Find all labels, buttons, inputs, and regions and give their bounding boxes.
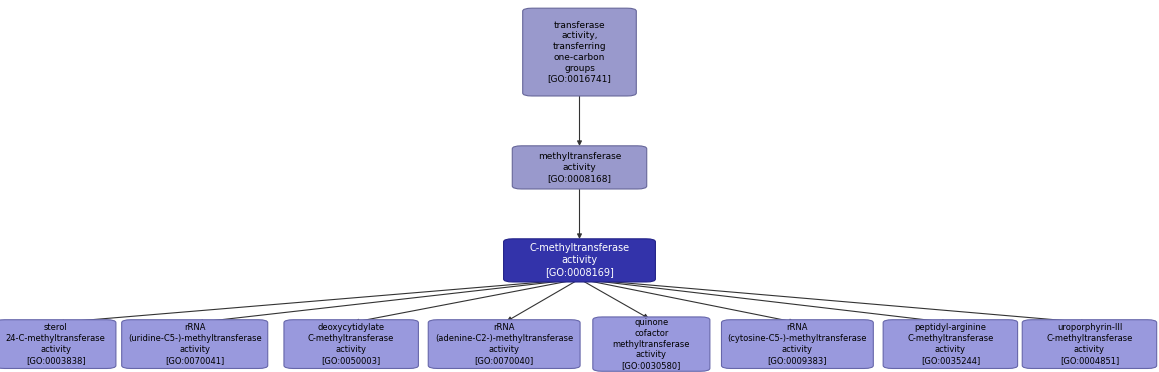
Text: rRNA
(uridine-C5-)-methyltransferase
activity
[GO:0070041]: rRNA (uridine-C5-)-methyltransferase act… [127, 324, 262, 365]
Text: transferase
activity,
transferring
one-carbon
groups
[GO:0016741]: transferase activity, transferring one-c… [547, 21, 612, 83]
Text: quinone
cofactor
methyltransferase
activity
[GO:0030580]: quinone cofactor methyltransferase activ… [613, 318, 690, 370]
FancyBboxPatch shape [1022, 320, 1157, 368]
FancyBboxPatch shape [284, 320, 418, 368]
FancyBboxPatch shape [593, 317, 709, 371]
Text: sterol
24-C-methyltransferase
activity
[GO:0003838]: sterol 24-C-methyltransferase activity [… [6, 324, 105, 365]
Text: methyltransferase
activity
[GO:0008168]: methyltransferase activity [GO:0008168] [538, 152, 621, 183]
FancyBboxPatch shape [0, 320, 116, 368]
FancyBboxPatch shape [883, 320, 1018, 368]
Text: uroporphyrin-III
C-methyltransferase
activity
[GO:0004851]: uroporphyrin-III C-methyltransferase act… [1047, 324, 1132, 365]
FancyBboxPatch shape [512, 146, 647, 189]
Text: peptidyl-arginine
C-methyltransferase
activity
[GO:0035244]: peptidyl-arginine C-methyltransferase ac… [907, 324, 993, 365]
FancyBboxPatch shape [429, 320, 580, 368]
FancyBboxPatch shape [523, 8, 636, 96]
Text: rRNA
(cytosine-C5-)-methyltransferase
activity
[GO:0009383]: rRNA (cytosine-C5-)-methyltransferase ac… [728, 324, 867, 365]
Text: rRNA
(adenine-C2-)-methyltransferase
activity
[GO:0070040]: rRNA (adenine-C2-)-methyltransferase act… [435, 324, 574, 365]
Text: deoxycytidylate
C-methyltransferase
activity
[GO:0050003]: deoxycytidylate C-methyltransferase acti… [308, 324, 394, 365]
Text: C-methyltransferase
activity
[GO:0008169]: C-methyltransferase activity [GO:0008169… [530, 243, 629, 278]
FancyBboxPatch shape [504, 239, 656, 282]
FancyBboxPatch shape [721, 320, 874, 368]
FancyBboxPatch shape [122, 320, 268, 368]
